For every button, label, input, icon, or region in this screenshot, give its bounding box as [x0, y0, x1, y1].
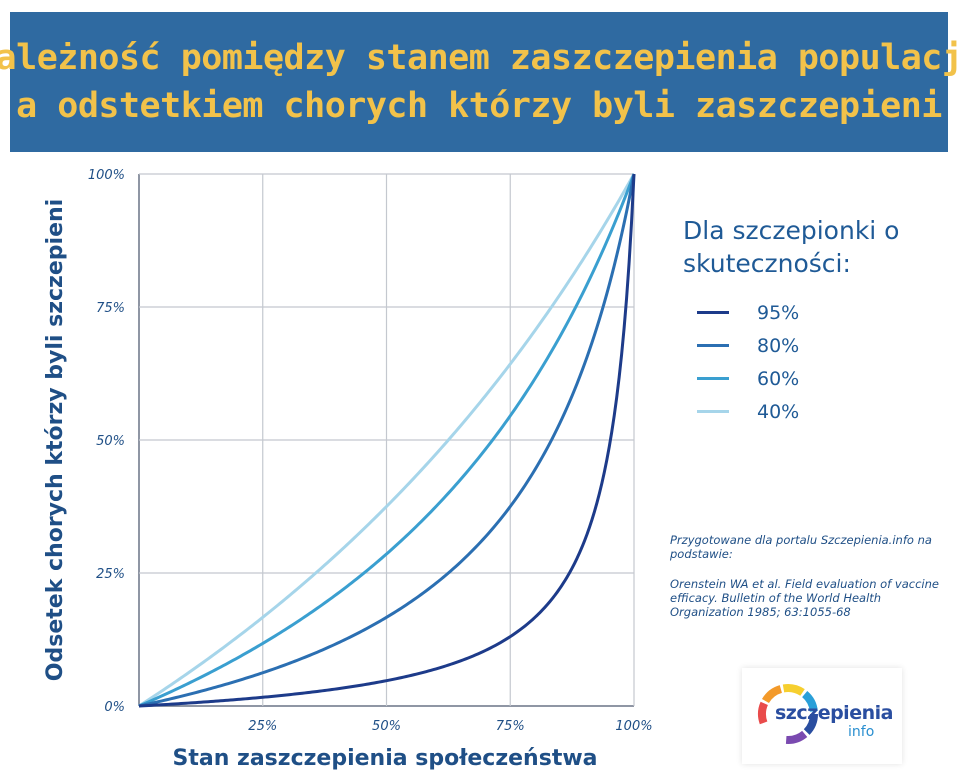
x-tick-label: 25% [248, 719, 277, 734]
source-prepared-for: Przygotowane dla portalu Szczepienia.inf… [670, 533, 932, 561]
title-line-1: Zależność pomiędzy stanem zaszczepienia … [0, 38, 958, 78]
y-axis-label: Odsetek chorych którzy byli szczepieni [43, 199, 68, 681]
legend-label: 40% [757, 400, 800, 423]
legend-swatch [697, 311, 729, 314]
x-tick-label: 75% [496, 719, 525, 734]
legend-item: 80% [683, 329, 948, 362]
logo-word-info: info [848, 724, 875, 740]
y-tick-label: 0% [104, 700, 125, 715]
legend-title: Dla szczepionki o skuteczności: [683, 216, 900, 278]
legend-label: 95% [757, 301, 800, 324]
series-line-40 [138, 173, 636, 708]
logo-ring-segment [785, 730, 808, 744]
y-tick-label: 75% [96, 301, 125, 316]
legend: Dla szczepionki o skuteczności: 95% 80% 60… [683, 214, 948, 428]
title-banner: Zależność pomiędzy stanem zaszczepienia … [0, 12, 958, 152]
logo-ring-segment [762, 685, 783, 704]
logo-ring-segment [803, 713, 818, 735]
chart-ticks: 0% 25% 50% 75% 100% 25% 50% 75% 100% [88, 168, 653, 734]
legend-swatch [697, 410, 729, 413]
logo-word-szczepienia: szczepienia [775, 702, 893, 724]
legend-item: 40% [683, 395, 948, 428]
chart-grid [138, 173, 635, 707]
logo-ring-segment [782, 684, 805, 696]
x-tick-label: 100% [615, 719, 652, 734]
source-citation: Orenstein WA et al. Field evaluation of … [670, 577, 939, 619]
logo-ring-icon [758, 684, 818, 744]
x-tick-label: 50% [372, 719, 401, 734]
legend-label: 80% [757, 334, 800, 357]
legend-label: 60% [757, 367, 800, 390]
series-line-60 [138, 173, 636, 708]
legend-swatch [697, 344, 729, 347]
legend-swatch [697, 377, 729, 380]
source-note: Przygotowane dla portalu Szczepienia.inf… [670, 533, 940, 635]
logo-ring-segment [758, 701, 769, 725]
series-line-80 [138, 173, 636, 708]
legend-list: 95% 80% 60% 40% [683, 296, 948, 428]
y-tick-label: 50% [96, 434, 125, 449]
series-line-95 [138, 173, 636, 708]
y-tick-label: 100% [88, 168, 125, 183]
legend-item: 95% [683, 296, 948, 329]
title-line-2: a odstetkiem chorych którzy byli zaszcze… [16, 86, 942, 126]
y-tick-label: 25% [96, 567, 125, 582]
logo-ring-segment [801, 691, 818, 712]
chart-series [138, 173, 636, 708]
szczepienia-info-logo: szczepienia info [742, 668, 902, 764]
x-axis-label: Stan zaszczepienia społeczeństwa [172, 746, 597, 771]
legend-item: 60% [683, 362, 948, 395]
